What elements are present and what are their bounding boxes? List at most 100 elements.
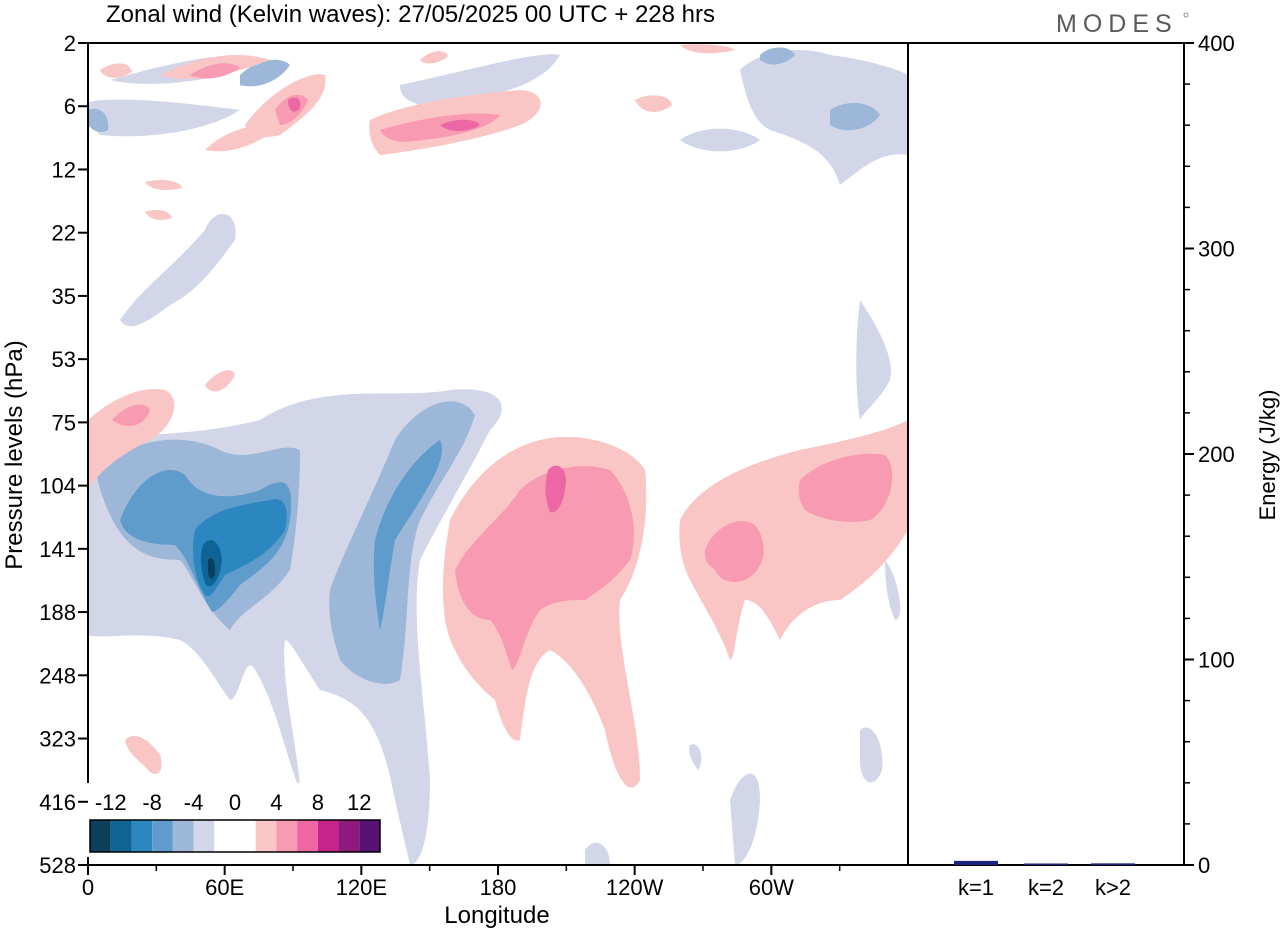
y-tick-label: 22 [52, 221, 76, 246]
westerly-contour-level-2 [798, 453, 893, 522]
westerly-contour-level-3 [545, 465, 566, 513]
colorbar-swatch [214, 820, 235, 852]
colorbar-frame [89, 819, 381, 853]
energy-tick-label: 100 [1198, 648, 1235, 673]
y-tick-label: 6 [64, 94, 76, 119]
x-tick-label: 60W [749, 875, 794, 900]
y-tick-label: 35 [52, 284, 76, 309]
energy-bar [954, 860, 998, 865]
westerly-contour-level-2 [455, 466, 634, 670]
colorbar-swatch [152, 820, 173, 852]
easterly-contour-level-1 [885, 560, 901, 620]
y-axis: 2 6 12 22 35 53 75 104 141 188 248 323 416 528 [39, 31, 88, 878]
x-tick-label: 120E [336, 875, 387, 900]
energy-axis-title: Energy (J/kg) [1255, 390, 1280, 521]
westerly-contour-level-1 [125, 735, 162, 775]
y-tick-label: 2 [64, 31, 76, 56]
y-tick-label: 528 [39, 853, 76, 878]
westerly-contour-level-2 [112, 404, 150, 427]
y-tick-label: 416 [39, 790, 76, 815]
colorbar-label: 12 [347, 790, 371, 815]
westerly-contour-level-1 [420, 51, 448, 64]
x-tick-label: 120W [606, 875, 664, 900]
easterly-contour-level-2 [760, 47, 795, 65]
colorbar-swatch [297, 820, 318, 852]
x-tick-label: 180 [480, 875, 517, 900]
y-tick-label: 248 [39, 663, 76, 688]
colorbar-label: -8 [142, 790, 162, 815]
westerly-contour-level-3 [288, 97, 301, 112]
easterly-contour-level-2 [329, 401, 475, 684]
easterly-contour-level-1 [400, 54, 560, 105]
modes-logo: MODES [1056, 10, 1178, 38]
westerly-contour-level-1 [145, 180, 182, 190]
easterly-contour-level-6 [208, 558, 216, 579]
westerly-contour-level-1 [145, 210, 172, 220]
easterly-contour-level-3 [373, 440, 442, 630]
y-tick-label: 75 [52, 410, 76, 435]
easterly-contour-level-1 [120, 213, 236, 327]
colorbar-swatch [276, 820, 298, 852]
colorbar-label: 4 [270, 790, 282, 815]
colorbar-swatch [235, 820, 256, 852]
chart-title: Zonal wind (Kelvin waves): 27/05/2025 00… [106, 1, 715, 28]
easterly-contour-level-1 [856, 300, 891, 420]
westerly-contour-level-1 [100, 63, 132, 78]
westerly-contour-level-1 [205, 126, 275, 152]
westerly-contour-level-1 [88, 389, 175, 490]
energy-bar [1024, 863, 1068, 865]
colorbar-swatch [359, 820, 380, 852]
easterly-contour-level-1 [585, 842, 610, 865]
westerly-contour-level-2 [190, 63, 240, 79]
easterly-contour-level-1 [689, 744, 702, 770]
colorbar: -12 -8 -4 0 4 8 12 [87, 783, 383, 857]
energy-axis: 0 100 200 300 400 [1184, 31, 1235, 878]
westerly-contour-level-1 [635, 95, 672, 112]
energy-category-label: k=1 [958, 875, 994, 900]
colorbar-label: -4 [184, 790, 204, 815]
colorbar-swatch [131, 820, 153, 852]
easterly-contour-level-2 [240, 59, 290, 87]
energy-category-label: k=2 [1028, 875, 1064, 900]
colorbar-swatch [90, 820, 111, 852]
colorbar-swatch [338, 820, 360, 852]
contour-field [88, 44, 908, 865]
energy-panel-frame [907, 42, 1185, 866]
x-tick-label: 60E [205, 875, 244, 900]
colorbar-label: 8 [312, 790, 324, 815]
energy-tick-label: 300 [1198, 237, 1235, 262]
logo-trademark-mark [1183, 12, 1189, 18]
energy-category-label: k>2 [1095, 875, 1131, 900]
y-tick-label: 53 [52, 347, 76, 372]
energy-tick-label: 0 [1198, 853, 1210, 878]
y-tick-label: 12 [52, 157, 76, 182]
y-tick-label: 141 [39, 537, 76, 562]
x-axis: 0 60E 120E 180 120W 60W [82, 865, 841, 900]
energy-tick-label: 200 [1198, 442, 1235, 467]
energy-tick-label: 400 [1198, 31, 1235, 56]
colorbar-swatch [255, 820, 277, 852]
colorbar-swatch [317, 820, 339, 852]
westerly-contour-level-1 [205, 370, 235, 392]
energy-bars: k=1 k=2 k>2 [954, 860, 1135, 900]
easterly-contour-level-1 [740, 50, 908, 185]
colorbar-swatch [193, 820, 215, 852]
easterly-contour-level-1 [680, 128, 760, 152]
easterly-contour-level-2 [88, 108, 109, 133]
x-axis-title: Longitude [444, 902, 549, 929]
westerly-contour-level-2 [704, 521, 764, 582]
easterly-contour-level-2 [830, 103, 880, 131]
colorbar-swatch [110, 820, 132, 852]
westerly-contour-level-1 [680, 44, 735, 54]
x-tick-label: 0 [82, 875, 94, 900]
westerly-contour-level-3 [440, 119, 480, 132]
energy-bar [1091, 863, 1135, 865]
y-axis-title: Pressure levels (hPa) [1, 340, 28, 569]
easterly-contour-level-1 [730, 773, 760, 865]
colorbar-label: -12 [95, 790, 127, 815]
y-tick-label: 188 [39, 600, 76, 625]
y-tick-label: 104 [39, 474, 76, 499]
y-tick-label: 323 [39, 727, 76, 752]
easterly-contour-level-1 [860, 727, 883, 783]
